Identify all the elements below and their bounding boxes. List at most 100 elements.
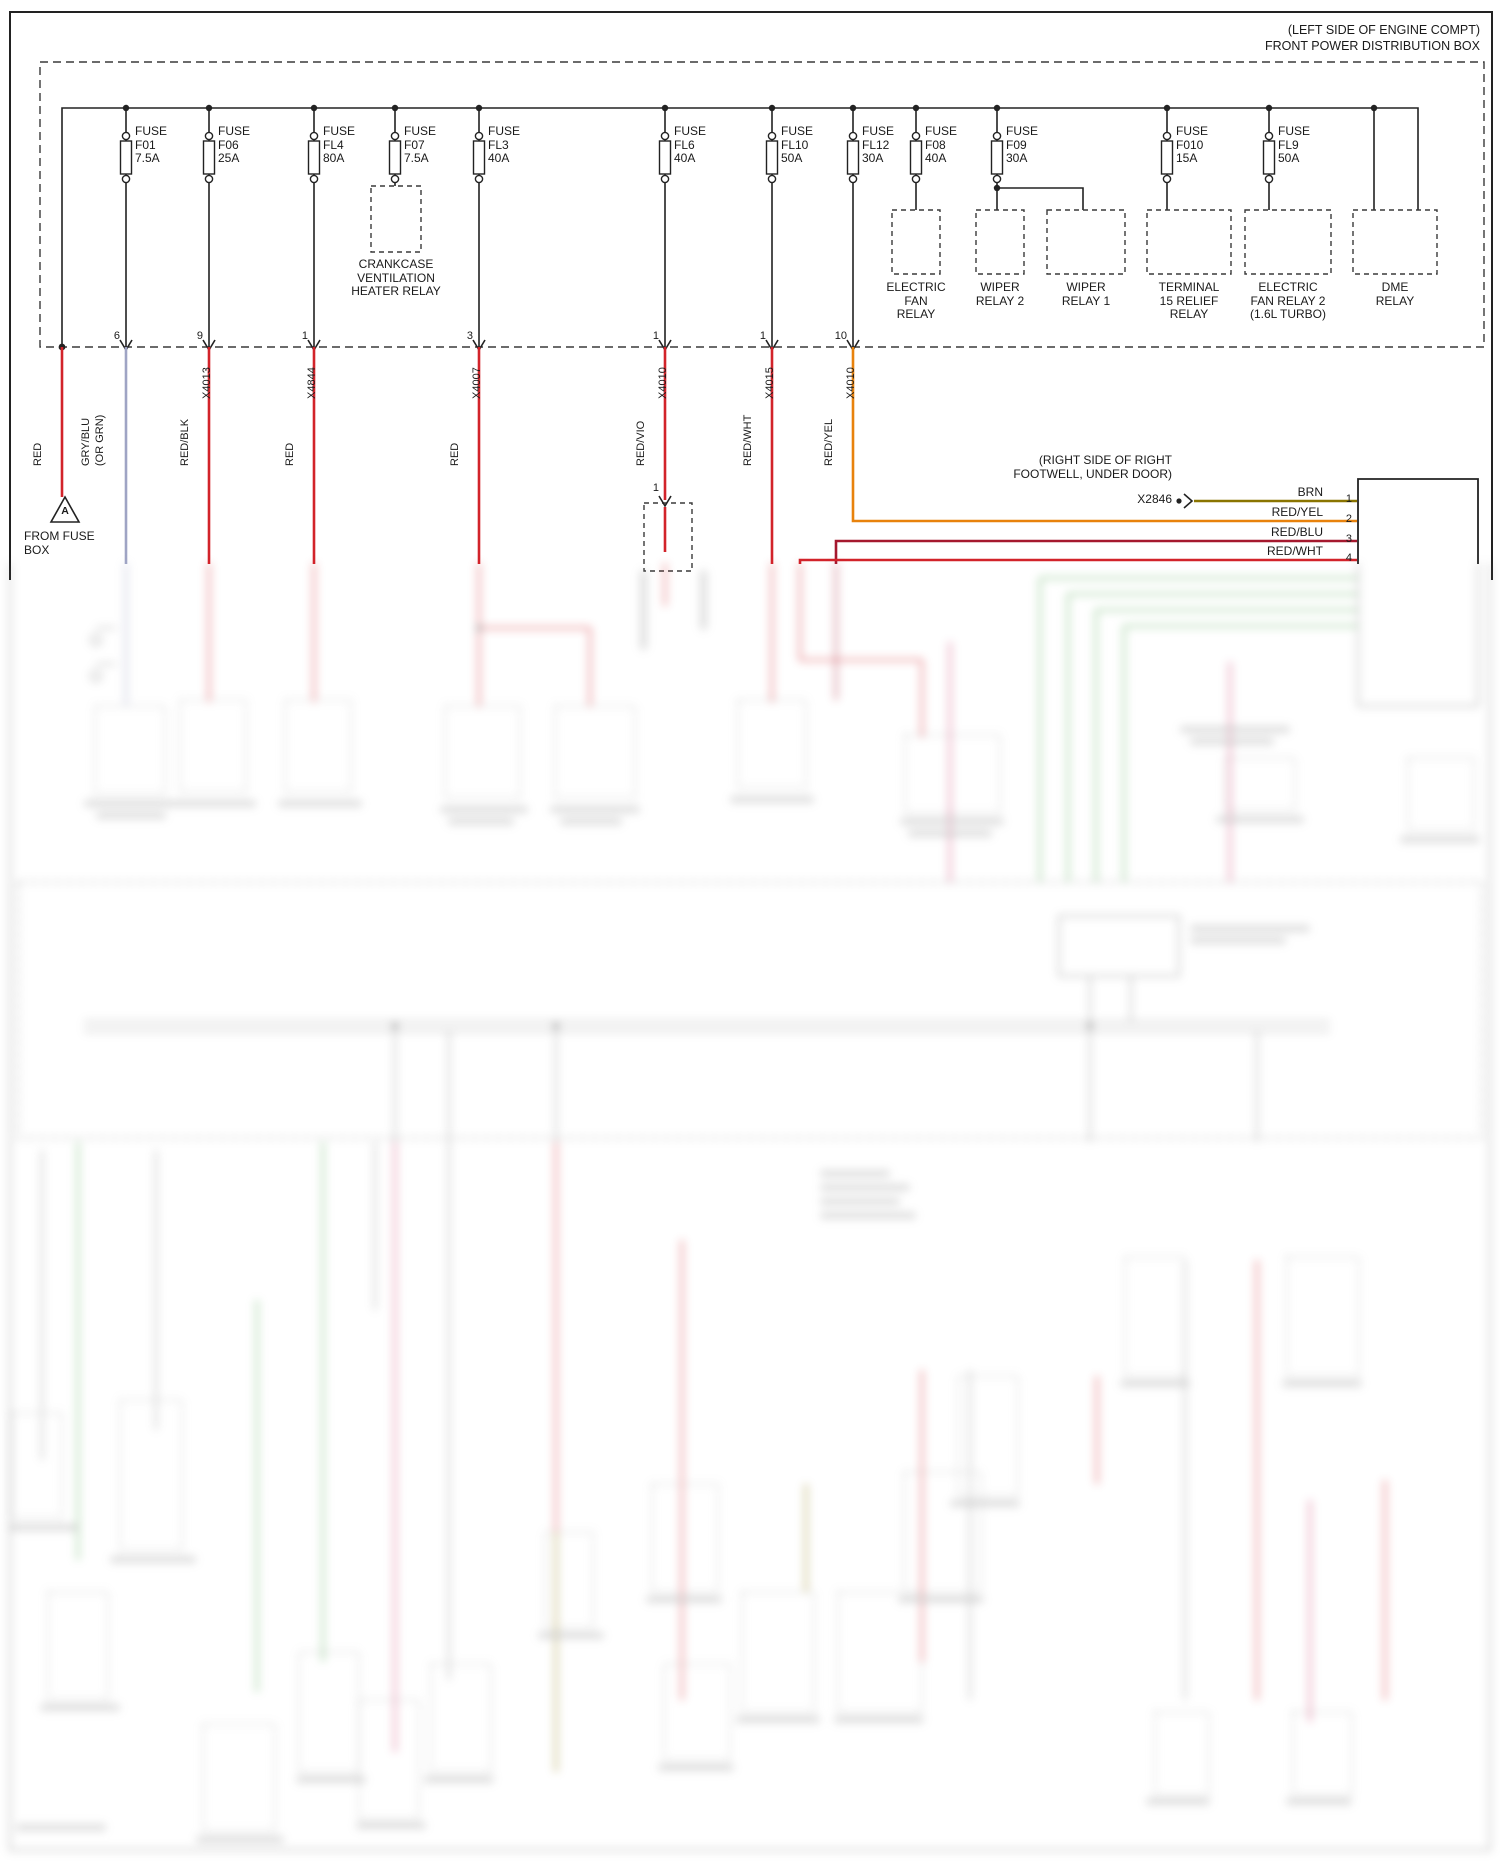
fuse-kind: FUSE (488, 124, 521, 138)
fuse-id: F08 (925, 137, 946, 152)
fuse-label-fl3: FUSE FL3 40A (488, 124, 521, 166)
relay-label-terminal-15: TERMINAL 15 RELIEF RELAY (1158, 280, 1220, 321)
wire-color-label-alt: (OR GRN) (94, 414, 106, 466)
blurred-linework (8, 563, 1491, 1851)
relay-label-crankcase: CRANKCASE VENTILATION HEATER RELAY (351, 257, 441, 298)
footwell-wire-pin: 3 (1345, 533, 1352, 545)
fuse-amp: 25A (218, 151, 240, 165)
fuse-kind: FUSE (925, 124, 958, 138)
wire-connector-label: X4015 (764, 367, 776, 399)
power-box-title: FRONT POWER DISTRIBUTION BOX (1264, 39, 1480, 53)
fuse-kind: FUSE (1278, 124, 1311, 138)
footwell-wire-label: RED/YEL (1271, 505, 1323, 519)
wire-pin: 10 (834, 330, 847, 342)
footwell-wire-label: RED/WHT (1267, 544, 1323, 558)
fuse-label-fl10: FUSE FL10 50A (781, 124, 814, 166)
fuse-symbols (119, 131, 1276, 184)
fuse-id: FL6 (674, 137, 695, 152)
wire-color-label: RED (449, 442, 461, 466)
fuse-label-fl6: FUSE FL6 40A (674, 124, 707, 166)
fuse-kind: FUSE (781, 124, 814, 138)
right-module-box (1357, 478, 1479, 564)
wire-connector-label: X4010 (845, 367, 857, 399)
fuse-amp: 7.5A (404, 151, 429, 165)
fuse-amp: 40A (674, 151, 696, 165)
fuse-kind: FUSE (862, 124, 895, 138)
fuse-label-f010: FUSE F010 15A (1176, 124, 1209, 166)
fuse-id: F010 (1176, 137, 1204, 152)
relay-label-electric-fan-2: ELECTRIC FAN RELAY 2 (1.6L TURBO) (1249, 280, 1327, 321)
fuse-kind: FUSE (1006, 124, 1039, 138)
from-fuse-box-label: FROM FUSE BOX (24, 529, 95, 557)
footwell-wire-pin: 2 (1345, 513, 1352, 525)
wire-pin: 1 (652, 482, 659, 494)
footwell-wire-pin: 4 (1345, 552, 1352, 564)
fuse-kind: FUSE (1176, 124, 1209, 138)
colored-wires (60, 347, 1357, 564)
fuse-label-fl4: FUSE FL4 80A (323, 124, 356, 166)
fuse-label-f08: FUSE F08 40A (925, 124, 958, 166)
fuse-kind: FUSE (674, 124, 707, 138)
fuse-label-fl12: FUSE FL12 30A (862, 124, 895, 166)
fuse-kind: FUSE (323, 124, 356, 138)
footwell-wire-pin: 1 (1345, 493, 1352, 505)
fuse-id: FL9 (1278, 137, 1299, 152)
fuse-kind: FUSE (404, 124, 437, 138)
fuse-label-f09: FUSE F09 30A (1006, 124, 1039, 166)
schematic-linework (9, 11, 1493, 580)
junction-dots (58, 104, 1378, 351)
wire-pin: 1 (759, 330, 766, 342)
fuse-id: F09 (1006, 137, 1027, 152)
relay-label-electric-fan: ELECTRIC FAN RELAY (886, 280, 946, 321)
fuse-amp: 80A (323, 151, 345, 165)
fuse-amp: 50A (1278, 151, 1300, 165)
wire-color-label: RED/YEL (823, 418, 835, 466)
fuse-label-fl9: FUSE FL9 50A (1278, 124, 1311, 166)
fuse-label-f07: FUSE F07 7.5A (404, 124, 437, 166)
wire-pin: 9 (196, 330, 203, 342)
wire-pin: 6 (113, 330, 120, 342)
fuse-amp: 50A (781, 151, 803, 165)
wire-connector-label: X4844 (306, 367, 318, 399)
fuse-id: F06 (218, 137, 239, 152)
wire-pin: 1 (301, 330, 308, 342)
blurred-diagram-region (0, 563, 1500, 1861)
fuse-label-f01: FUSE F01 7.5A (135, 124, 168, 166)
fuse-amp: 30A (1006, 151, 1028, 165)
fuse-id: F01 (135, 137, 156, 152)
wire-color-label: RED (284, 442, 296, 466)
fuse-amp: 30A (862, 151, 884, 165)
relay-label-dme: DME RELAY (1375, 280, 1415, 308)
wire-pin: 3 (466, 330, 473, 342)
wire-connector-label: X4013 (201, 367, 213, 399)
footwell-wire-label: RED/BLU (1270, 525, 1323, 539)
fuse-id: FL10 (781, 137, 809, 152)
wire-color-label: RED (32, 442, 44, 466)
footwell-location-note: (RIGHT SIDE OF RIGHT FOOTWELL, UNDER DOO… (1013, 453, 1172, 481)
relay-boxes (370, 185, 1438, 572)
footwell-connector-label: X2846 (1137, 492, 1172, 506)
fuse-id: F07 (404, 137, 425, 152)
footwell-wire-label: BRN (1297, 485, 1323, 499)
fuse-amp: 7.5A (135, 151, 160, 165)
fuse-kind: FUSE (135, 124, 168, 138)
wire-connector-label: X4010 (657, 367, 669, 399)
fuse-id: FL4 (323, 137, 344, 152)
wire-color-label: RED/WHT (742, 414, 754, 466)
fuse-label-f06: FUSE F06 25A (218, 124, 251, 166)
fuse-id: FL12 (862, 137, 890, 152)
fuse-amp: 15A (1176, 151, 1198, 165)
wire-color-label: RED/VIO (635, 420, 647, 466)
fuse-box-symbol: A (61, 505, 69, 517)
fuse-kind: FUSE (218, 124, 251, 138)
fuse-id: FL3 (488, 137, 509, 152)
from-fuse-box-triangle (49, 495, 81, 523)
fuse-amp: 40A (925, 151, 947, 165)
relay-label-wiper-2: WIPER RELAY 2 (975, 280, 1025, 308)
engine-compartment-note: (LEFT SIDE OF ENGINE COMPT) (1287, 23, 1480, 37)
wire-connector-label: X4007 (471, 367, 483, 399)
wire-color-label: GRY/BLU (80, 417, 92, 466)
wire-pin: 1 (652, 330, 659, 342)
fuse-amp: 40A (488, 151, 510, 165)
